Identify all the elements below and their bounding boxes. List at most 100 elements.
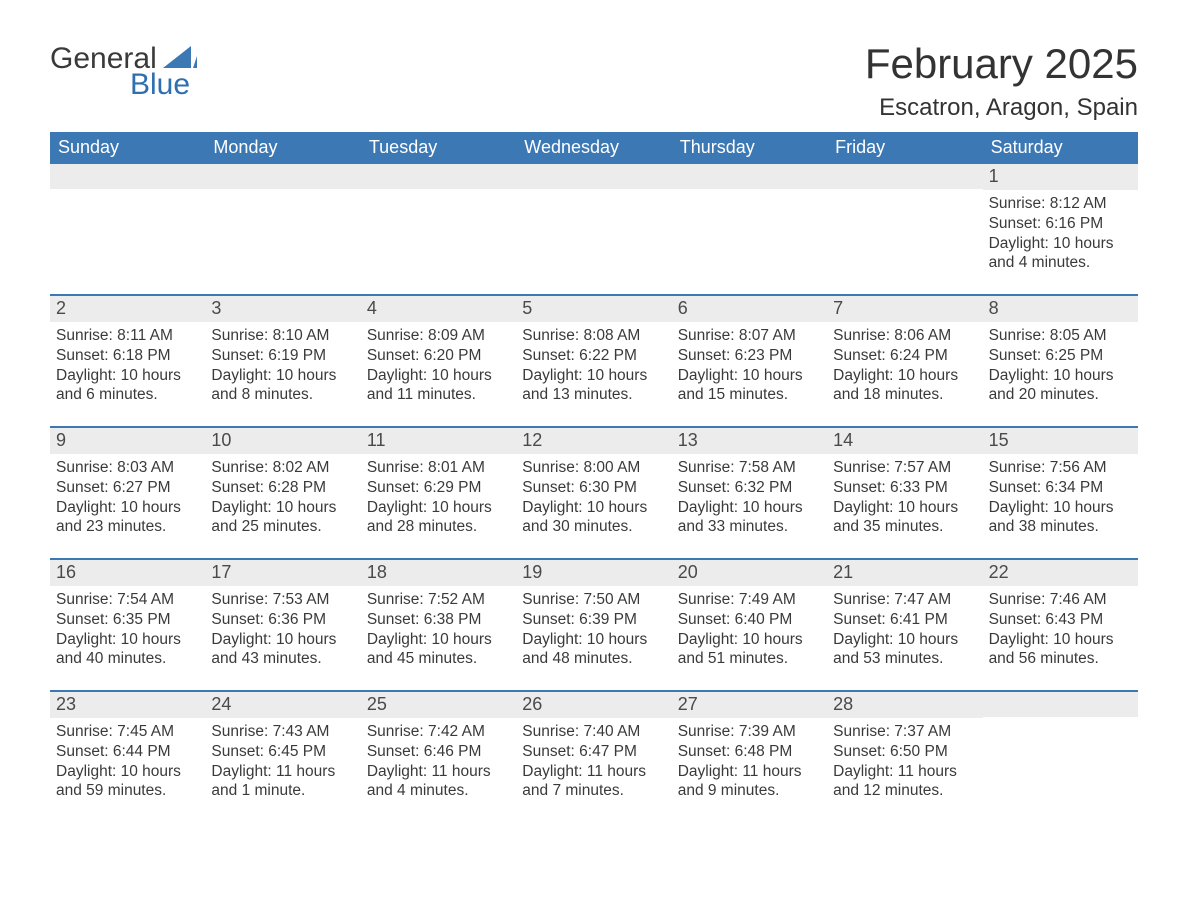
dow-saturday: Saturday	[983, 132, 1138, 164]
day-body: Sunrise: 8:10 AMSunset: 6:19 PMDaylight:…	[205, 322, 360, 405]
day-number	[361, 164, 516, 189]
empty-cell	[205, 164, 360, 282]
sunset: Sunset: 6:45 PM	[211, 742, 354, 762]
location: Escatron, Aragon, Spain	[865, 94, 1138, 122]
day-number: 11	[361, 428, 516, 454]
day-cell: 5Sunrise: 8:08 AMSunset: 6:22 PMDaylight…	[516, 296, 671, 414]
sunrise: Sunrise: 8:12 AM	[989, 194, 1132, 214]
day-cell: 17Sunrise: 7:53 AMSunset: 6:36 PMDayligh…	[205, 560, 360, 678]
day-cell: 25Sunrise: 7:42 AMSunset: 6:46 PMDayligh…	[361, 692, 516, 810]
sunset: Sunset: 6:39 PM	[522, 610, 665, 630]
dow-wednesday: Wednesday	[516, 132, 671, 164]
day-body: Sunrise: 7:42 AMSunset: 6:46 PMDaylight:…	[361, 718, 516, 801]
sunset: Sunset: 6:34 PM	[989, 478, 1132, 498]
daylight: Daylight: 10 hours and 51 minutes.	[678, 630, 821, 670]
sunset: Sunset: 6:35 PM	[56, 610, 199, 630]
day-cell: 27Sunrise: 7:39 AMSunset: 6:48 PMDayligh…	[672, 692, 827, 810]
day-cell: 13Sunrise: 7:58 AMSunset: 6:32 PMDayligh…	[672, 428, 827, 546]
sunset: Sunset: 6:16 PM	[989, 214, 1132, 234]
day-number	[672, 164, 827, 189]
dow-thursday: Thursday	[672, 132, 827, 164]
sunrise: Sunrise: 8:00 AM	[522, 458, 665, 478]
day-body: Sunrise: 8:02 AMSunset: 6:28 PMDaylight:…	[205, 454, 360, 537]
dow-sunday: Sunday	[50, 132, 205, 164]
title-block: February 2025 Escatron, Aragon, Spain	[865, 40, 1138, 122]
day-body: Sunrise: 7:45 AMSunset: 6:44 PMDaylight:…	[50, 718, 205, 801]
daylight: Daylight: 10 hours and 30 minutes.	[522, 498, 665, 538]
day-body: Sunrise: 7:39 AMSunset: 6:48 PMDaylight:…	[672, 718, 827, 801]
sunset: Sunset: 6:44 PM	[56, 742, 199, 762]
day-number: 1	[983, 164, 1138, 190]
day-body: Sunrise: 7:53 AMSunset: 6:36 PMDaylight:…	[205, 586, 360, 669]
sunrise: Sunrise: 7:57 AM	[833, 458, 976, 478]
day-number: 26	[516, 692, 671, 718]
day-number: 14	[827, 428, 982, 454]
day-number: 27	[672, 692, 827, 718]
daylight: Daylight: 10 hours and 15 minutes.	[678, 366, 821, 406]
day-body: Sunrise: 7:58 AMSunset: 6:32 PMDaylight:…	[672, 454, 827, 537]
daylight: Daylight: 10 hours and 8 minutes.	[211, 366, 354, 406]
day-body: Sunrise: 7:56 AMSunset: 6:34 PMDaylight:…	[983, 454, 1138, 537]
daylight: Daylight: 10 hours and 53 minutes.	[833, 630, 976, 670]
day-body: Sunrise: 7:37 AMSunset: 6:50 PMDaylight:…	[827, 718, 982, 801]
sunset: Sunset: 6:28 PM	[211, 478, 354, 498]
day-number: 10	[205, 428, 360, 454]
day-cell: 8Sunrise: 8:05 AMSunset: 6:25 PMDaylight…	[983, 296, 1138, 414]
day-number: 17	[205, 560, 360, 586]
day-cell: 18Sunrise: 7:52 AMSunset: 6:38 PMDayligh…	[361, 560, 516, 678]
day-cell: 24Sunrise: 7:43 AMSunset: 6:45 PMDayligh…	[205, 692, 360, 810]
calendar: SundayMondayTuesdayWednesdayThursdayFrid…	[50, 132, 1138, 810]
day-number: 3	[205, 296, 360, 322]
sunset: Sunset: 6:19 PM	[211, 346, 354, 366]
day-cell: 2Sunrise: 8:11 AMSunset: 6:18 PMDaylight…	[50, 296, 205, 414]
day-number: 22	[983, 560, 1138, 586]
sunrise: Sunrise: 8:06 AM	[833, 326, 976, 346]
day-body: Sunrise: 7:47 AMSunset: 6:41 PMDaylight:…	[827, 586, 982, 669]
day-body: Sunrise: 8:00 AMSunset: 6:30 PMDaylight:…	[516, 454, 671, 537]
daylight: Daylight: 10 hours and 25 minutes.	[211, 498, 354, 538]
day-number: 25	[361, 692, 516, 718]
daylight: Daylight: 10 hours and 56 minutes.	[989, 630, 1132, 670]
daylight: Daylight: 10 hours and 43 minutes.	[211, 630, 354, 670]
sunset: Sunset: 6:40 PM	[678, 610, 821, 630]
daylight: Daylight: 11 hours and 7 minutes.	[522, 762, 665, 802]
sunrise: Sunrise: 7:53 AM	[211, 590, 354, 610]
day-body: Sunrise: 7:52 AMSunset: 6:38 PMDaylight:…	[361, 586, 516, 669]
day-number: 2	[50, 296, 205, 322]
daylight: Daylight: 10 hours and 38 minutes.	[989, 498, 1132, 538]
daylight: Daylight: 10 hours and 11 minutes.	[367, 366, 510, 406]
day-body: Sunrise: 7:40 AMSunset: 6:47 PMDaylight:…	[516, 718, 671, 801]
day-cell: 4Sunrise: 8:09 AMSunset: 6:20 PMDaylight…	[361, 296, 516, 414]
sunset: Sunset: 6:24 PM	[833, 346, 976, 366]
day-cell: 23Sunrise: 7:45 AMSunset: 6:44 PMDayligh…	[50, 692, 205, 810]
empty-cell	[516, 164, 671, 282]
day-body: Sunrise: 8:09 AMSunset: 6:20 PMDaylight:…	[361, 322, 516, 405]
day-cell: 19Sunrise: 7:50 AMSunset: 6:39 PMDayligh…	[516, 560, 671, 678]
sunrise: Sunrise: 8:09 AM	[367, 326, 510, 346]
week-row: 1Sunrise: 8:12 AMSunset: 6:16 PMDaylight…	[50, 164, 1138, 282]
day-number: 9	[50, 428, 205, 454]
day-number: 19	[516, 560, 671, 586]
day-cell: 16Sunrise: 7:54 AMSunset: 6:35 PMDayligh…	[50, 560, 205, 678]
day-number: 7	[827, 296, 982, 322]
day-cell: 3Sunrise: 8:10 AMSunset: 6:19 PMDaylight…	[205, 296, 360, 414]
day-body: Sunrise: 8:06 AMSunset: 6:24 PMDaylight:…	[827, 322, 982, 405]
daylight: Daylight: 10 hours and 6 minutes.	[56, 366, 199, 406]
sunset: Sunset: 6:41 PM	[833, 610, 976, 630]
daylight: Daylight: 10 hours and 33 minutes.	[678, 498, 821, 538]
empty-cell	[361, 164, 516, 282]
daylight: Daylight: 10 hours and 59 minutes.	[56, 762, 199, 802]
day-cell: 7Sunrise: 8:06 AMSunset: 6:24 PMDaylight…	[827, 296, 982, 414]
dow-friday: Friday	[827, 132, 982, 164]
day-cell: 12Sunrise: 8:00 AMSunset: 6:30 PMDayligh…	[516, 428, 671, 546]
daylight: Daylight: 10 hours and 45 minutes.	[367, 630, 510, 670]
day-cell: 20Sunrise: 7:49 AMSunset: 6:40 PMDayligh…	[672, 560, 827, 678]
daylight: Daylight: 10 hours and 13 minutes.	[522, 366, 665, 406]
day-number: 5	[516, 296, 671, 322]
day-number: 18	[361, 560, 516, 586]
daylight: Daylight: 10 hours and 48 minutes.	[522, 630, 665, 670]
day-number: 20	[672, 560, 827, 586]
sunrise: Sunrise: 7:46 AM	[989, 590, 1132, 610]
sunset: Sunset: 6:48 PM	[678, 742, 821, 762]
day-number: 24	[205, 692, 360, 718]
